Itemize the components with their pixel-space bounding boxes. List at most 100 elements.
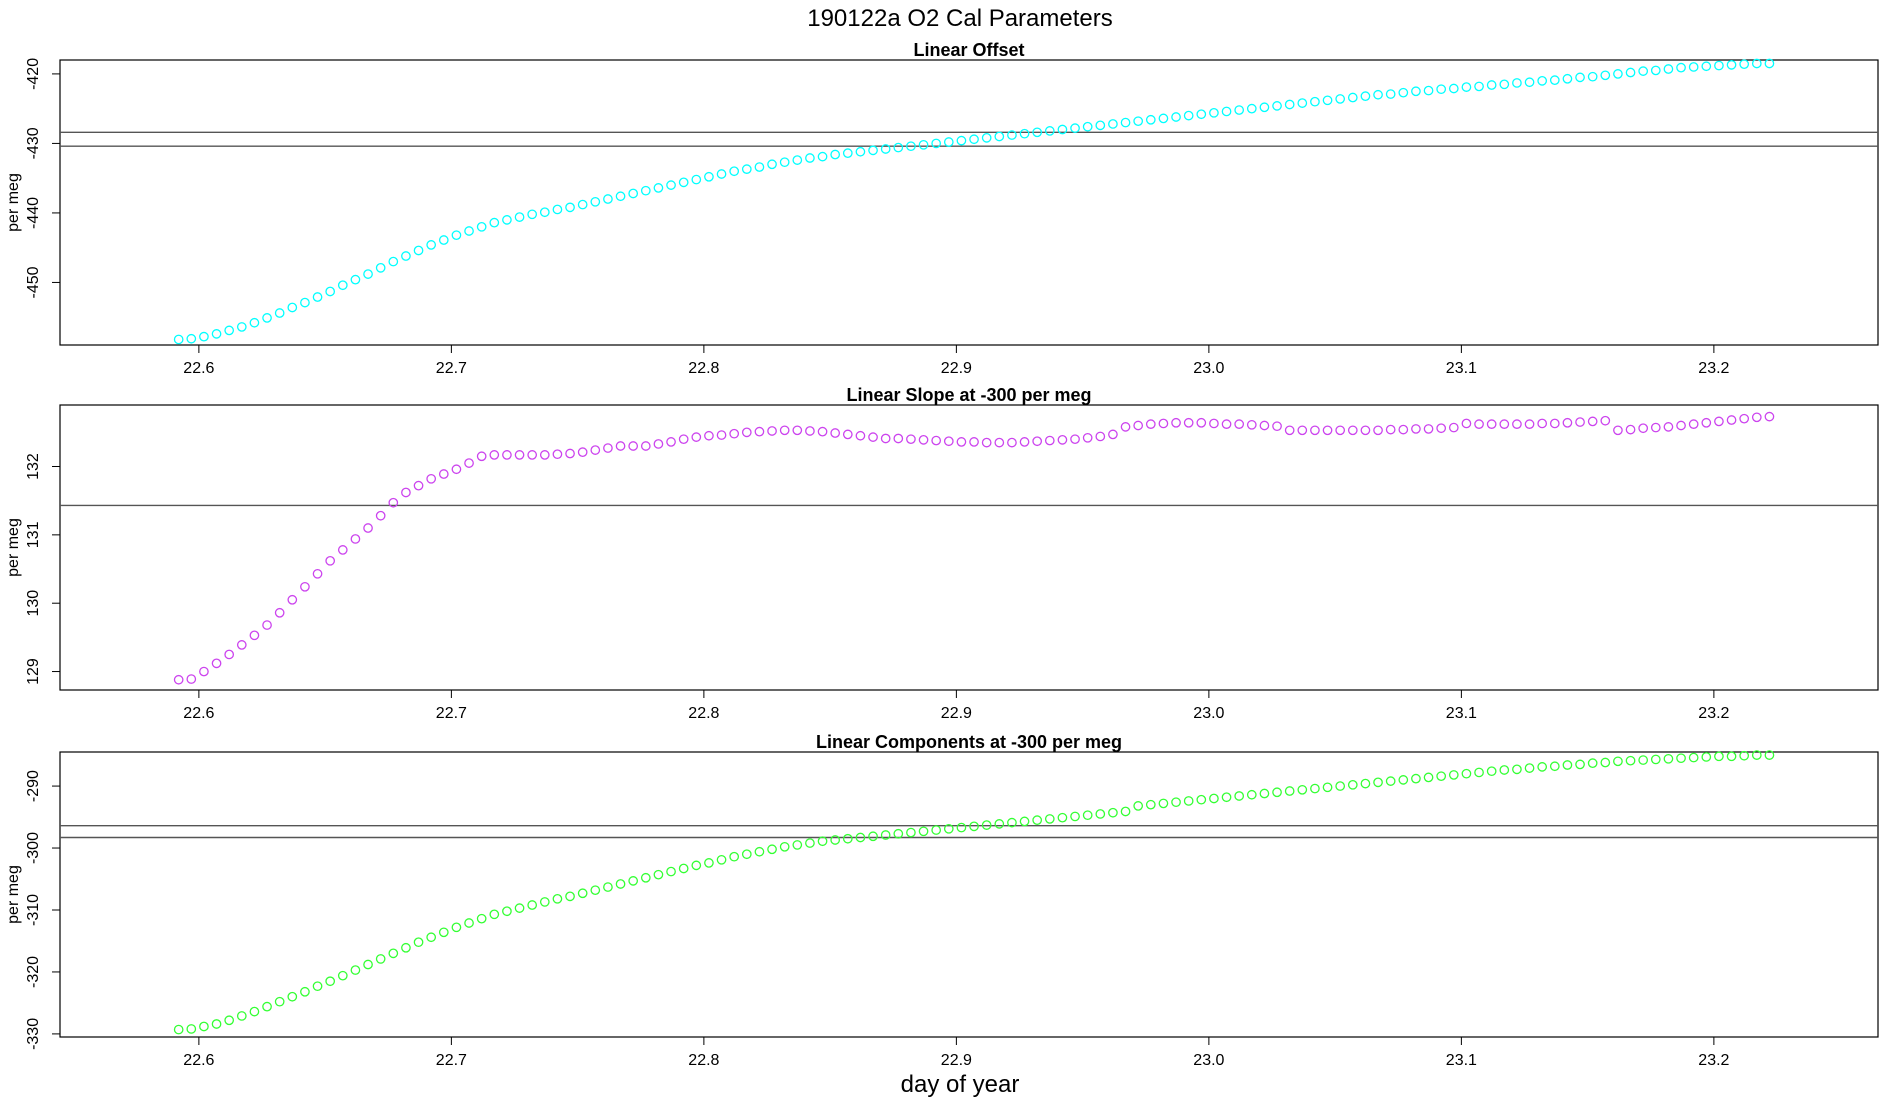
panel-1-data-point-27 xyxy=(502,215,512,225)
panel-2-data-point-125 xyxy=(1739,413,1750,424)
panel-2-data-point-113 xyxy=(1587,416,1598,427)
panel-1-y-tick-label-2: -430 xyxy=(25,127,42,159)
panel-3-data-point-79 xyxy=(1158,798,1169,809)
panel-3-data-point-114 xyxy=(1600,757,1611,768)
panel-3-data-point-49 xyxy=(779,841,790,852)
panel-1-x-tick-label-2: 22.7 xyxy=(436,360,467,377)
panel-1-data-point-84 xyxy=(1221,106,1232,117)
panel-2-data-point-1 xyxy=(173,674,184,685)
panel-1-data-point-77 xyxy=(1133,116,1144,127)
panel-2-data-point-123 xyxy=(1714,416,1724,427)
panel-1-data-point-72 xyxy=(1070,123,1080,133)
panel-1-data-point-91 xyxy=(1310,96,1320,107)
panel-1-data-point-13 xyxy=(325,286,336,297)
panel-1-data-point-66 xyxy=(994,131,1005,142)
panel-1-data-point-8 xyxy=(262,313,272,323)
panel-1-data-point-16 xyxy=(363,269,373,279)
panel-3-data-point-125 xyxy=(1739,750,1750,761)
panel-3-data-point-25 xyxy=(476,913,487,924)
panel-1-x-tick-label-7: 23.2 xyxy=(1698,360,1729,377)
panel-3-data-point-30 xyxy=(539,897,550,907)
panel-2-data-point-53 xyxy=(830,428,841,438)
panel-3-data-point-123 xyxy=(1714,751,1724,762)
panel-2-data-point-91 xyxy=(1310,425,1320,436)
panel-1-data-point-18 xyxy=(388,256,399,267)
panel-3-x-tick-label-2: 22.7 xyxy=(436,1052,467,1069)
panel-1-data-point-113 xyxy=(1587,71,1598,82)
panel-2-data-point-67 xyxy=(1007,437,1017,448)
panel-2-data-point-40 xyxy=(666,437,676,447)
panel-3-data-point-83 xyxy=(1209,793,1219,804)
panel-3-data-point-5 xyxy=(224,1015,235,1026)
panel-2-data-point-60 xyxy=(918,435,929,445)
panel-3-data-point-100 xyxy=(1423,772,1434,783)
panel-2-data-point-41 xyxy=(678,434,689,445)
panel-1-data-point-112 xyxy=(1575,72,1585,83)
panel-2-data-point-72 xyxy=(1070,434,1080,445)
panel-3-data-point-95 xyxy=(1360,778,1371,789)
panel-1-data-point-106 xyxy=(1499,79,1510,90)
panel-1-data-point-52 xyxy=(817,151,828,162)
panel-2-data-point-90 xyxy=(1297,425,1308,436)
panel-2-data-point-64 xyxy=(969,437,979,447)
panel-3-data-point-9 xyxy=(274,996,285,1007)
panel-3-data-point-15 xyxy=(350,965,361,975)
panel-3-data-point-112 xyxy=(1575,759,1585,770)
panel-3-data-point-35 xyxy=(603,882,613,892)
panel-3-data-point-28 xyxy=(514,903,525,913)
panel-2-data-point-103 xyxy=(1461,418,1472,429)
panel-1-data-point-87 xyxy=(1259,102,1270,113)
panel-2-data-point-4 xyxy=(211,658,222,669)
panel-3-data-point-34 xyxy=(590,885,601,896)
panel-3-data-point-82 xyxy=(1196,794,1207,805)
panel-2-data-point-18 xyxy=(388,497,399,508)
panel-1-data-point-53 xyxy=(830,149,841,160)
panel-3-data-point-88 xyxy=(1272,787,1282,798)
panel-1-data-point-85 xyxy=(1234,105,1245,115)
panel-2-data-point-51 xyxy=(805,426,815,436)
panel-2-x-tick-label-4: 22.9 xyxy=(941,705,972,722)
panel-3-data-point-50 xyxy=(792,840,803,850)
panel-3-data-point-13 xyxy=(325,976,336,987)
panel-1-data-point-107 xyxy=(1512,78,1522,88)
panel-3-data-point-119 xyxy=(1663,753,1674,764)
panel-3-data-point-56 xyxy=(868,831,878,842)
panel-1-y-tick-label-1: -420 xyxy=(25,58,42,90)
panel-2-data-point-52 xyxy=(817,426,828,437)
panel-1-data-point-122 xyxy=(1701,61,1712,72)
panel-3-data-point-41 xyxy=(678,863,689,874)
panel-3-data-point-60 xyxy=(918,826,929,837)
panel-2-data-point-58 xyxy=(893,433,904,444)
panel-1-y-axis-label: per meg xyxy=(5,173,22,232)
panel-1-data-point-25 xyxy=(476,221,487,232)
panel-1-data-point-4 xyxy=(211,329,222,339)
panel-2-data-point-59 xyxy=(906,434,916,445)
panel-1-data-point-80 xyxy=(1171,112,1181,122)
panel-1-plot-frame xyxy=(59,59,1879,346)
panel-3-data-point-57 xyxy=(880,830,891,840)
panel-1-data-point-35 xyxy=(603,194,613,204)
panel-1-data-point-118 xyxy=(1650,65,1661,76)
panel-3-data-point-66 xyxy=(994,819,1005,829)
panel-2-data-point-55 xyxy=(855,430,866,441)
panel-3-data-point-120 xyxy=(1676,753,1686,764)
panel-2-data-point-109 xyxy=(1537,418,1548,429)
panel-1-data-point-86 xyxy=(1246,103,1257,114)
panel-1-y-tick-label-4: -450 xyxy=(25,266,42,298)
panel-3-data-point-69 xyxy=(1032,815,1043,826)
panel-3-data-point-90 xyxy=(1297,784,1308,795)
panel-2-data-point-120 xyxy=(1676,420,1686,431)
panel-1-data-point-51 xyxy=(805,153,815,163)
panel-3-data-point-61 xyxy=(931,825,942,835)
panel-3-data-point-126 xyxy=(1751,750,1762,760)
panel-1-data-point-102 xyxy=(1448,83,1459,94)
panel-3-data-point-53 xyxy=(830,835,841,845)
panel-3-data-point-81 xyxy=(1183,796,1194,806)
panel-2-data-point-92 xyxy=(1322,425,1333,436)
panel-2-data-point-36 xyxy=(615,441,626,451)
panel-3-data-point-32 xyxy=(565,891,575,902)
panel-3-data-point-11 xyxy=(300,986,310,997)
panel-2-data-point-116 xyxy=(1625,424,1636,435)
panel-1-data-point-2 xyxy=(186,333,197,344)
